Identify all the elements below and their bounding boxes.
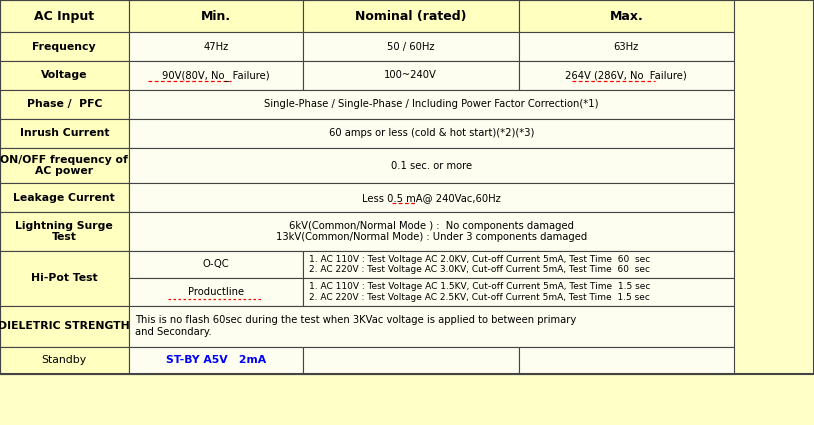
Bar bbox=[129, 212, 734, 251]
Text: Single-Phase / Single-Phase / Including Power Factor Correction(*1): Single-Phase / Single-Phase / Including … bbox=[265, 99, 598, 109]
Bar bbox=[0, 90, 129, 119]
Bar bbox=[303, 61, 519, 90]
Text: DIELETRIC STRENGTH: DIELETRIC STRENGTH bbox=[0, 321, 130, 331]
Text: AC Input: AC Input bbox=[34, 9, 94, 23]
Bar bbox=[0, 61, 129, 90]
Bar bbox=[0, 347, 129, 374]
Bar bbox=[303, 251, 734, 278]
Bar bbox=[129, 347, 303, 374]
Bar bbox=[129, 119, 734, 148]
Bar bbox=[0, 251, 129, 306]
Text: 0.1 sec. or more: 0.1 sec. or more bbox=[391, 161, 472, 170]
Text: ON/OFF frequency of
AC power: ON/OFF frequency of AC power bbox=[0, 155, 129, 176]
Text: O-QC: O-QC bbox=[203, 259, 229, 269]
Text: Voltage: Voltage bbox=[41, 71, 88, 80]
Text: 1. AC 110V : Test Voltage AC 2.0KV, Cut-off Current 5mA, Test Time  60  sec
2. A: 1. AC 110V : Test Voltage AC 2.0KV, Cut-… bbox=[309, 255, 650, 274]
Text: Phase /  PFC: Phase / PFC bbox=[27, 99, 102, 109]
Bar bbox=[129, 90, 734, 119]
Text: 50 / 60Hz: 50 / 60Hz bbox=[387, 42, 435, 51]
Text: Standby: Standby bbox=[42, 355, 87, 365]
Bar bbox=[0, 306, 129, 347]
Text: 100~240V: 100~240V bbox=[384, 71, 437, 80]
Text: Lightning Surge
Test: Lightning Surge Test bbox=[15, 221, 113, 242]
Bar bbox=[129, 251, 303, 278]
Text: 6kV(Common/Normal Mode ) :  No components damaged
13kV(Common/Normal Mode) : Und: 6kV(Common/Normal Mode ) : No components… bbox=[276, 221, 587, 242]
Bar bbox=[0, 32, 129, 61]
Bar bbox=[129, 184, 734, 212]
Bar bbox=[0, 184, 129, 212]
Text: Nominal (rated): Nominal (rated) bbox=[355, 9, 466, 23]
Bar bbox=[129, 306, 734, 347]
Bar bbox=[0, 119, 129, 148]
Bar bbox=[129, 278, 303, 306]
Text: Hi-Pot Test: Hi-Pot Test bbox=[31, 273, 98, 283]
Bar bbox=[303, 32, 519, 61]
Bar bbox=[0, 212, 129, 251]
Text: Min.: Min. bbox=[200, 9, 231, 23]
Bar bbox=[519, 32, 734, 61]
Bar bbox=[129, 32, 303, 61]
Bar bbox=[519, 0, 734, 32]
Bar bbox=[0, 0, 814, 374]
Bar bbox=[129, 61, 303, 90]
Text: Leakage Current: Leakage Current bbox=[13, 193, 116, 203]
Text: Max.: Max. bbox=[610, 9, 643, 23]
Bar bbox=[303, 347, 519, 374]
Text: 90V(80V, No_ Failure): 90V(80V, No_ Failure) bbox=[162, 70, 269, 81]
Text: 60 amps or less (cold & hot start)(*2)(*3): 60 amps or less (cold & hot start)(*2)(*… bbox=[329, 128, 534, 138]
Text: ST-BY A5V   2mA: ST-BY A5V 2mA bbox=[165, 355, 266, 365]
Bar bbox=[303, 0, 519, 32]
Text: 1. AC 110V : Test Voltage AC 1.5KV, Cut-off Current 5mA, Test Time  1.5 sec
2. A: 1. AC 110V : Test Voltage AC 1.5KV, Cut-… bbox=[309, 282, 650, 302]
Bar bbox=[519, 61, 734, 90]
Bar bbox=[0, 0, 129, 32]
Text: 63Hz: 63Hz bbox=[614, 42, 639, 51]
Text: 47Hz: 47Hz bbox=[203, 42, 229, 51]
Bar bbox=[129, 148, 734, 184]
Text: Productline: Productline bbox=[188, 287, 243, 297]
Bar bbox=[519, 347, 734, 374]
Text: Less 0.5 mA@ 240Vac,60Hz: Less 0.5 mA@ 240Vac,60Hz bbox=[362, 193, 501, 203]
Bar bbox=[303, 278, 734, 306]
Bar bbox=[129, 0, 303, 32]
Text: Inrush Current: Inrush Current bbox=[20, 128, 109, 138]
Text: This is no flash 60sec during the test when 3KVac voltage is applied to between : This is no flash 60sec during the test w… bbox=[135, 315, 576, 337]
Text: Frequency: Frequency bbox=[33, 42, 96, 51]
Text: 264V (286V, No  Failure): 264V (286V, No Failure) bbox=[566, 71, 687, 80]
Bar bbox=[0, 148, 129, 184]
